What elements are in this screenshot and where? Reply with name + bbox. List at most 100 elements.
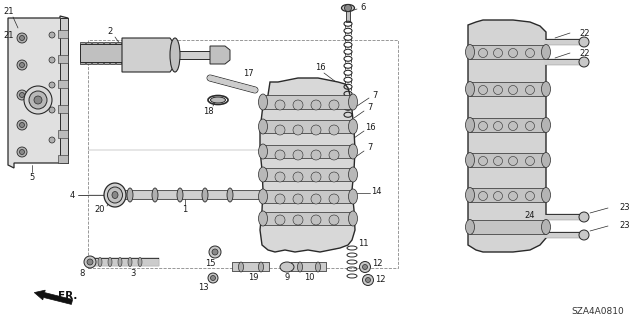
Circle shape [17, 147, 27, 157]
Circle shape [275, 100, 285, 110]
Ellipse shape [298, 262, 303, 272]
Circle shape [493, 122, 502, 130]
Text: 9: 9 [284, 273, 290, 283]
Bar [470, 118, 546, 132]
Circle shape [329, 215, 339, 225]
Bar [175, 51, 210, 59]
Circle shape [49, 137, 55, 143]
Ellipse shape [211, 97, 225, 103]
Bar [58, 30, 68, 38]
Text: 7: 7 [372, 91, 378, 100]
Circle shape [344, 4, 351, 11]
Text: 3: 3 [131, 269, 136, 278]
Text: 21: 21 [4, 8, 14, 17]
Polygon shape [210, 46, 230, 64]
Circle shape [311, 215, 321, 225]
Circle shape [311, 194, 321, 204]
Circle shape [275, 172, 285, 182]
Circle shape [212, 249, 218, 255]
Circle shape [525, 157, 534, 166]
Circle shape [311, 125, 321, 135]
Circle shape [293, 125, 303, 135]
Ellipse shape [112, 191, 118, 198]
Ellipse shape [465, 81, 474, 97]
Ellipse shape [465, 44, 474, 60]
Bar [346, 10, 350, 22]
Ellipse shape [259, 144, 268, 159]
Bar [116, 42, 121, 64]
Ellipse shape [152, 188, 158, 202]
Circle shape [29, 91, 47, 109]
Text: FR.: FR. [58, 291, 77, 301]
Text: 4: 4 [69, 190, 75, 199]
Ellipse shape [202, 188, 208, 202]
Circle shape [493, 191, 502, 201]
Ellipse shape [239, 262, 243, 272]
Circle shape [87, 259, 93, 265]
Text: 23: 23 [620, 221, 630, 231]
Text: 23: 23 [620, 204, 630, 212]
Circle shape [329, 125, 339, 135]
Bar [92, 42, 97, 64]
Text: 5: 5 [29, 173, 35, 182]
Bar [470, 188, 546, 202]
Circle shape [479, 191, 488, 201]
Circle shape [19, 63, 24, 68]
Ellipse shape [227, 188, 233, 202]
Circle shape [17, 60, 27, 70]
Circle shape [34, 96, 42, 104]
Circle shape [293, 194, 303, 204]
Ellipse shape [316, 262, 321, 272]
Bar [263, 120, 353, 133]
Circle shape [311, 172, 321, 182]
Polygon shape [122, 38, 175, 72]
Bar [470, 153, 546, 167]
Circle shape [293, 172, 303, 182]
Circle shape [525, 48, 534, 57]
Ellipse shape [465, 117, 474, 132]
Circle shape [579, 57, 589, 67]
Circle shape [365, 278, 371, 283]
Circle shape [479, 48, 488, 57]
Ellipse shape [349, 94, 358, 110]
Ellipse shape [465, 188, 474, 203]
Bar [80, 44, 122, 62]
Circle shape [19, 35, 24, 41]
Ellipse shape [349, 211, 358, 226]
Text: 20: 20 [95, 205, 105, 214]
Circle shape [311, 100, 321, 110]
Text: 10: 10 [304, 273, 314, 283]
Ellipse shape [104, 183, 126, 207]
Ellipse shape [541, 152, 550, 167]
Ellipse shape [259, 262, 264, 272]
Ellipse shape [349, 167, 358, 182]
Circle shape [49, 57, 55, 63]
Circle shape [509, 191, 518, 201]
Text: 12: 12 [372, 259, 382, 269]
Bar [263, 95, 353, 109]
Polygon shape [260, 78, 355, 252]
Ellipse shape [259, 167, 268, 182]
Circle shape [19, 93, 24, 98]
Ellipse shape [280, 262, 294, 272]
Ellipse shape [541, 117, 550, 132]
Text: 17: 17 [243, 70, 253, 78]
Circle shape [311, 150, 321, 160]
Circle shape [509, 85, 518, 94]
Circle shape [509, 157, 518, 166]
Circle shape [293, 150, 303, 160]
Circle shape [49, 32, 55, 38]
Text: 8: 8 [79, 270, 84, 278]
Bar [58, 55, 68, 63]
Circle shape [84, 256, 96, 268]
Ellipse shape [541, 188, 550, 203]
Text: 2: 2 [108, 27, 113, 36]
Circle shape [579, 230, 589, 240]
Text: 19: 19 [248, 273, 259, 283]
Circle shape [275, 125, 285, 135]
Ellipse shape [349, 189, 358, 204]
Circle shape [493, 48, 502, 57]
Circle shape [329, 194, 339, 204]
Circle shape [479, 122, 488, 130]
Circle shape [275, 215, 285, 225]
